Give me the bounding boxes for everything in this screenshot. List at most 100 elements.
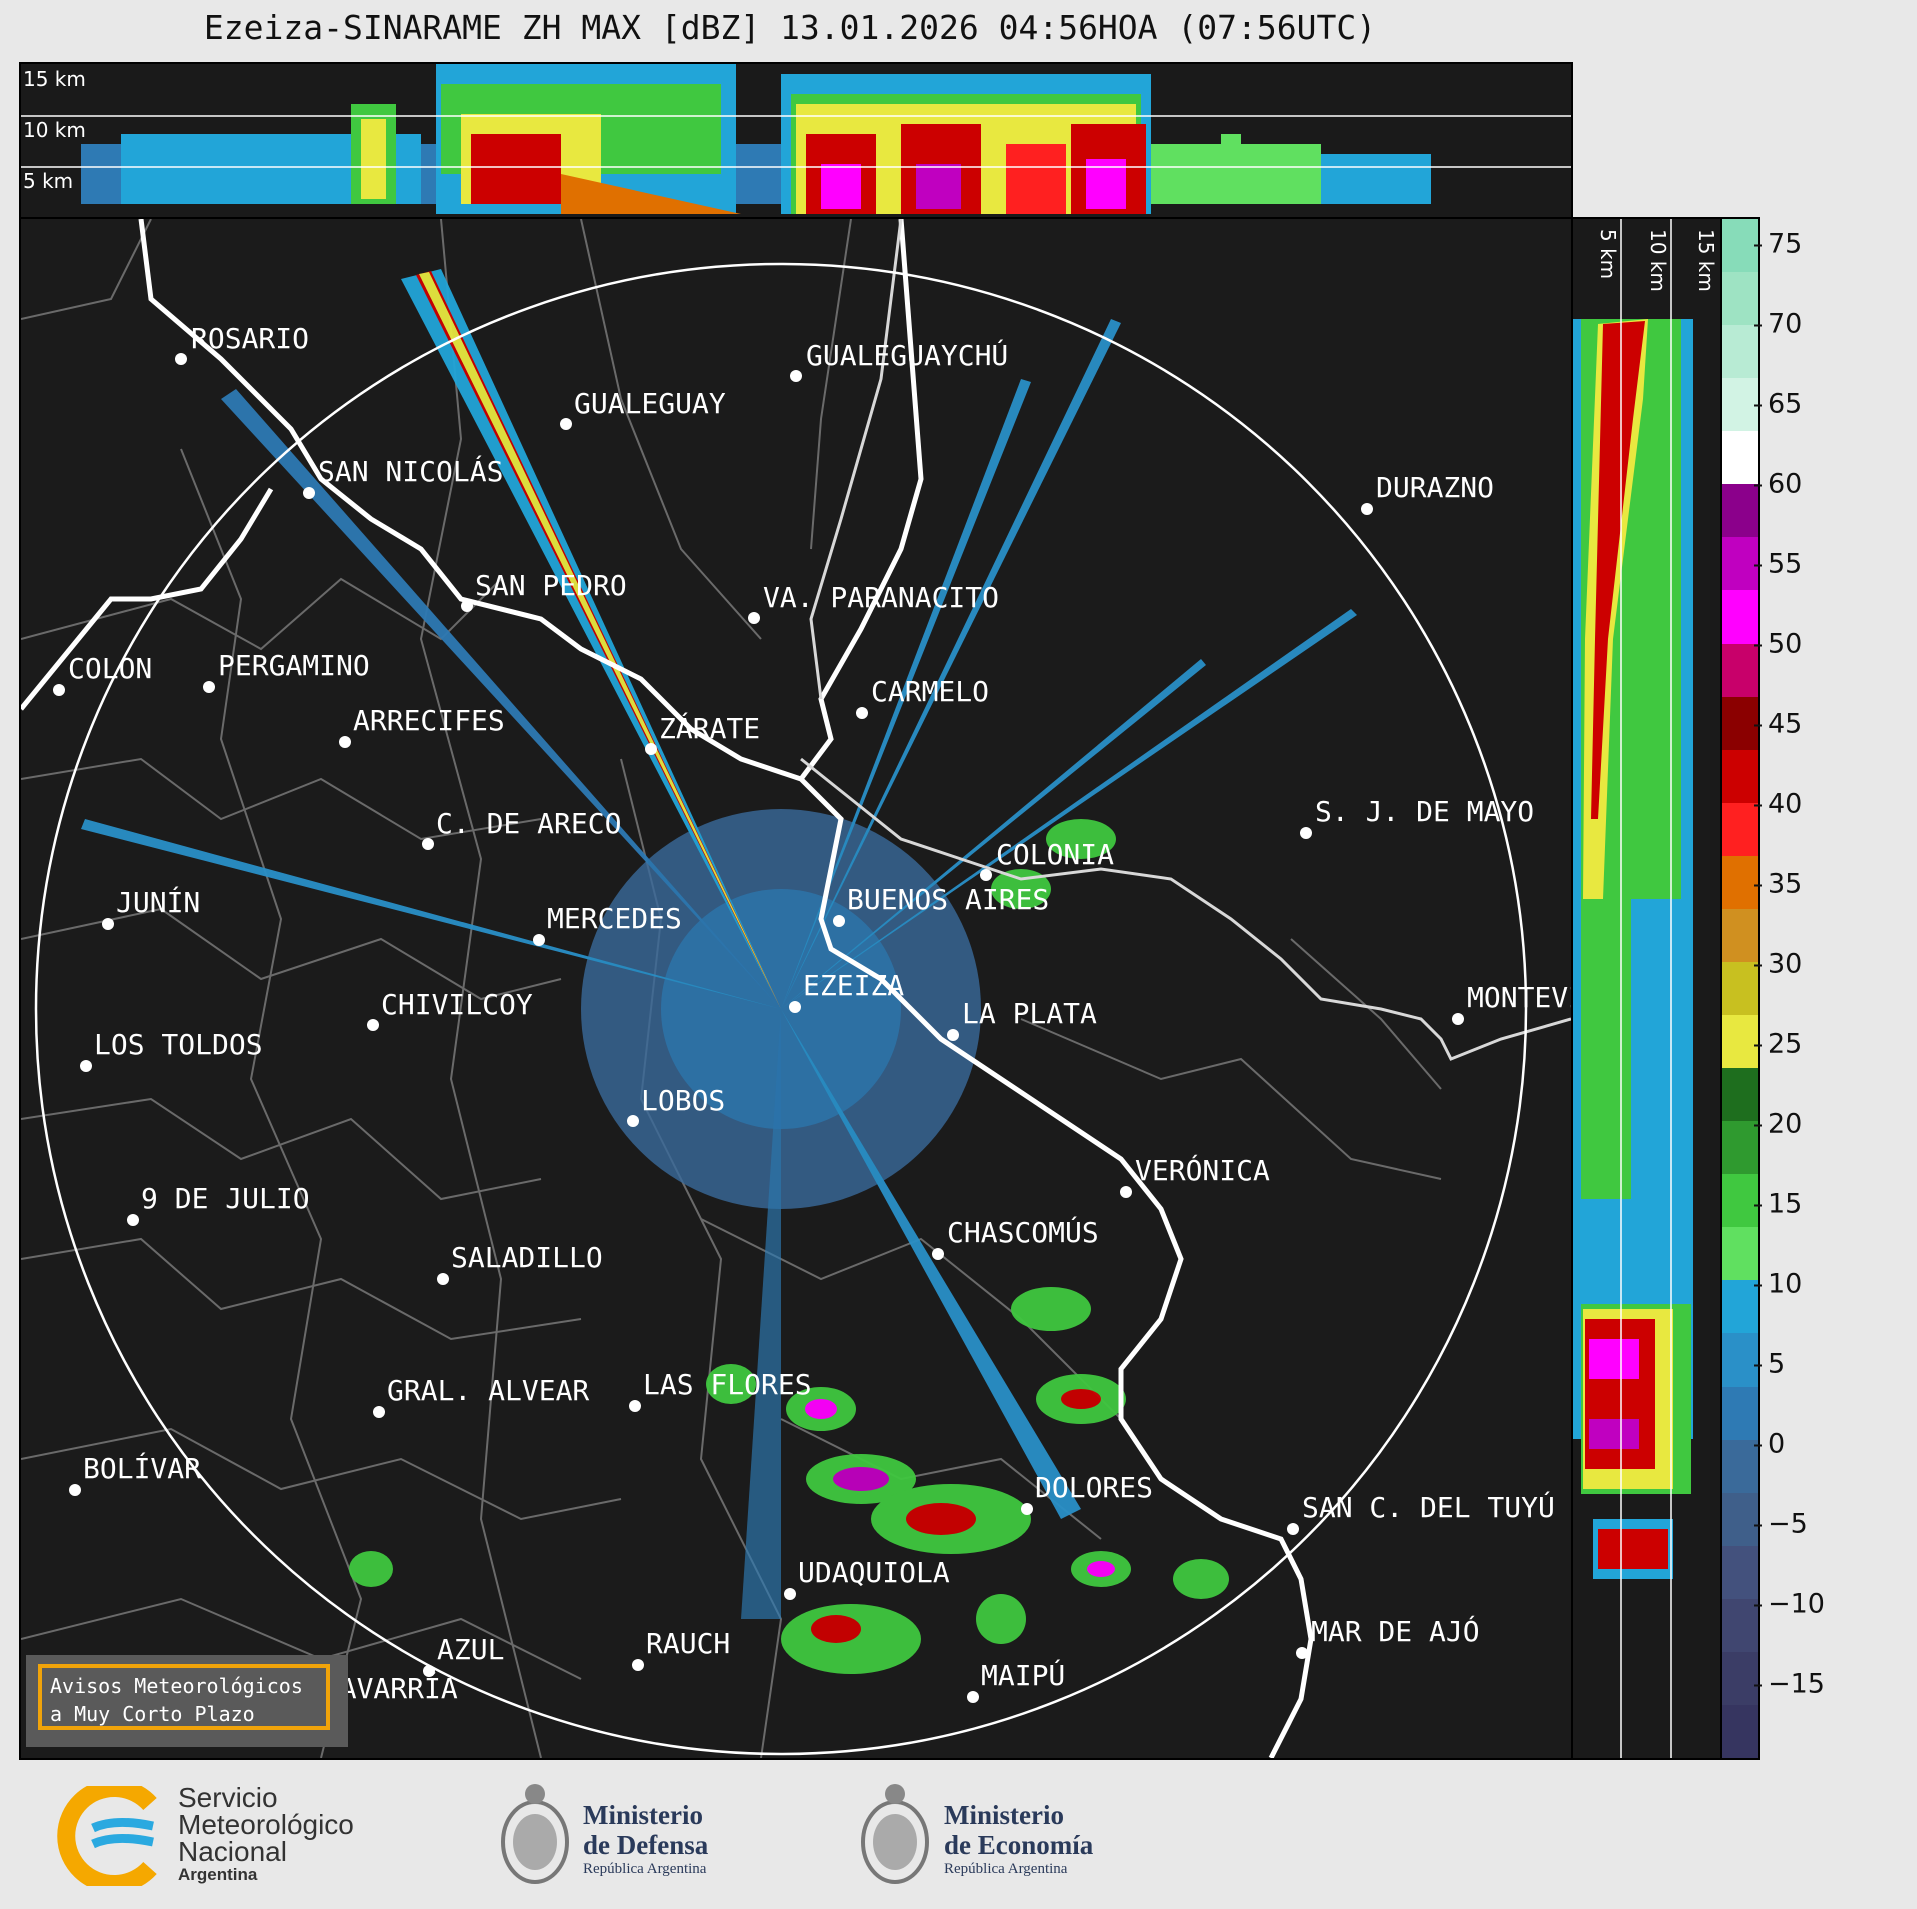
smn-line2: Meteorológico [178, 1809, 354, 1840]
city-label: CHASCOMÚS [947, 1215, 1099, 1249]
colorbar-tick-label: 55 [1753, 549, 1802, 580]
alt-label-10km-side: 10 km [1646, 229, 1670, 292]
city-label: AZUL [437, 1633, 504, 1666]
colorbar-segment [1722, 272, 1758, 327]
city-label: C. DE ARECO [436, 807, 621, 840]
city-labels: ROSARIO GUALEGUAY GUALEGUAYCHÚ SAN NICOL… [68, 322, 1571, 1705]
city-label: MAIPÚ [981, 1658, 1065, 1692]
colorbar-segment [1722, 1015, 1758, 1070]
economia-line3: República Argentina [944, 1861, 1068, 1877]
colorbar-tick-label: 15 [1753, 1189, 1802, 1220]
colorbar-tick-label: −15 [1754, 1669, 1825, 1700]
colorbar-segment [1722, 1386, 1758, 1441]
colorbar-segment [1722, 1174, 1758, 1229]
city-label: BOLÍVAR [83, 1451, 201, 1485]
city-label: DOLORES [1035, 1471, 1153, 1504]
colorbar-segment [1722, 1439, 1758, 1494]
city-label: VA. PARANACITO [763, 581, 999, 614]
defensa-logo-text: Ministerio de Defensa República Argentin… [583, 1800, 708, 1878]
city-label: GUALEGUAY [574, 387, 726, 420]
smn-logo-text: Servicio Meteorológico Nacional Argentin… [178, 1784, 354, 1885]
colorbar-segment [1722, 1280, 1758, 1335]
city-label: SALADILLO [451, 1241, 603, 1274]
radar-map-panel: ROSARIO GUALEGUAY GUALEGUAYCHÚ SAN NICOL… [19, 217, 1573, 1760]
city-label: BUENOS AIRES [847, 883, 1049, 916]
footer-logos: Servicio Meteorológico Nacional Argentin… [0, 1760, 1917, 1909]
city-label: MONTEVIDEO [1467, 981, 1571, 1014]
colorbar-tick-label: 60 [1753, 469, 1802, 500]
colorbar-tick-label: 65 [1753, 389, 1802, 420]
defensa-line3: República Argentina [583, 1861, 707, 1877]
coastlines [21, 219, 1314, 1758]
city-label: VERÓNICA [1135, 1153, 1270, 1187]
colorbar-segment [1722, 590, 1758, 645]
side-echo-band [1573, 319, 1693, 1579]
colorbar-segment [1722, 1598, 1758, 1653]
smn-line4: Argentina [178, 1865, 258, 1884]
city-label: CHIVILCOY [381, 988, 533, 1021]
city-label: GRAL. ALVEAR [387, 1374, 589, 1407]
city-label: SAN NICOLÁS [318, 454, 503, 488]
city-label: EZEIZA [803, 969, 904, 1002]
defensa-seal-icon [501, 1784, 569, 1884]
city-label: COLON [68, 652, 152, 685]
colorbar-segment [1722, 855, 1758, 910]
colorbar-segment [1722, 378, 1758, 433]
economia-line1: Ministerio [944, 1800, 1064, 1830]
city-label: ZÁRATE [659, 711, 760, 745]
colorbar-tick-label: 0 [1753, 1429, 1785, 1460]
colorbar-segment [1722, 1333, 1758, 1388]
warning-line2: a Muy Corto Plazo [50, 1702, 255, 1726]
city-label: MERCEDES [547, 902, 682, 935]
top-cross-section-panel: 15 km 10 km 5 km [19, 62, 1573, 219]
city-label: CARMELO [871, 675, 989, 708]
colorbar-tick-label: −10 [1754, 1589, 1825, 1620]
economia-logo-text: Ministerio de Economía República Argenti… [944, 1800, 1093, 1878]
colorbar-tick-label: 30 [1753, 949, 1802, 980]
city-label: 9 DE JULIO [141, 1182, 310, 1215]
colorbar-tick-label: 5 [1753, 1349, 1785, 1380]
warning-line1: Avisos Meteorológicos [50, 1674, 303, 1698]
colorbar-segment [1722, 643, 1758, 698]
city-label: LA PLATA [962, 997, 1097, 1030]
range-ring [34, 262, 1528, 1756]
alt-label-15km-side: 15 km [1694, 229, 1718, 292]
colorbar-tick-label: 35 [1753, 869, 1802, 900]
economia-line2: de Economía [944, 1830, 1094, 1860]
colorbar-tick-label: 50 [1753, 629, 1802, 660]
colorbar-segment [1722, 431, 1758, 486]
city-label: S. J. DE MAYO [1315, 795, 1534, 828]
city-label: LOS TOLDOS [94, 1028, 263, 1061]
colorbar-tick-label: −5 [1754, 1509, 1808, 1540]
colorbar-tick-label: 25 [1753, 1029, 1802, 1060]
side-cross-section-panel: 5 km 10 km 15 km [1571, 217, 1722, 1760]
city-label: UDAQUIOLA [798, 1556, 950, 1589]
smn-logo-icon [57, 1786, 157, 1886]
colorbar-segment [1722, 961, 1758, 1017]
colorbar-tick-label: 75 [1753, 229, 1802, 260]
city-label: LAS FLORES [643, 1368, 812, 1401]
colorbar-segment [1722, 749, 1758, 804]
defensa-line1: Ministerio [583, 1800, 703, 1830]
colorbar-segment [1722, 1121, 1758, 1176]
colorbar-segment [1722, 1068, 1758, 1123]
chart-title: Ezeiza-SINARAME ZH MAX [dBZ] 13.01.2026 … [203, 8, 1377, 47]
colorbar-segment [1722, 1492, 1758, 1547]
colorbar-segment [1722, 802, 1758, 857]
colorbar-tick-label: 45 [1753, 709, 1802, 740]
colorbar-segment [1722, 1651, 1758, 1706]
city-label: LOBOS [641, 1084, 725, 1117]
smn-line3: Nacional [178, 1836, 287, 1867]
city-label: PERGAMINO [218, 649, 370, 682]
radar-echoes [81, 269, 1357, 1674]
alt-label-5km: 5 km [23, 169, 73, 193]
colorbar-tick-label: 40 [1753, 789, 1802, 820]
city-label: SAN C. DEL TUYÚ [1302, 1490, 1555, 1524]
colorbar-segment [1722, 1227, 1758, 1282]
economia-seal-icon [861, 1784, 929, 1884]
colorbar [1720, 217, 1760, 1760]
colorbar-segment [1722, 537, 1758, 592]
city-label: JUNÍN [116, 885, 200, 919]
top-echo-band [81, 64, 1431, 214]
city-markers [53, 353, 1464, 1716]
